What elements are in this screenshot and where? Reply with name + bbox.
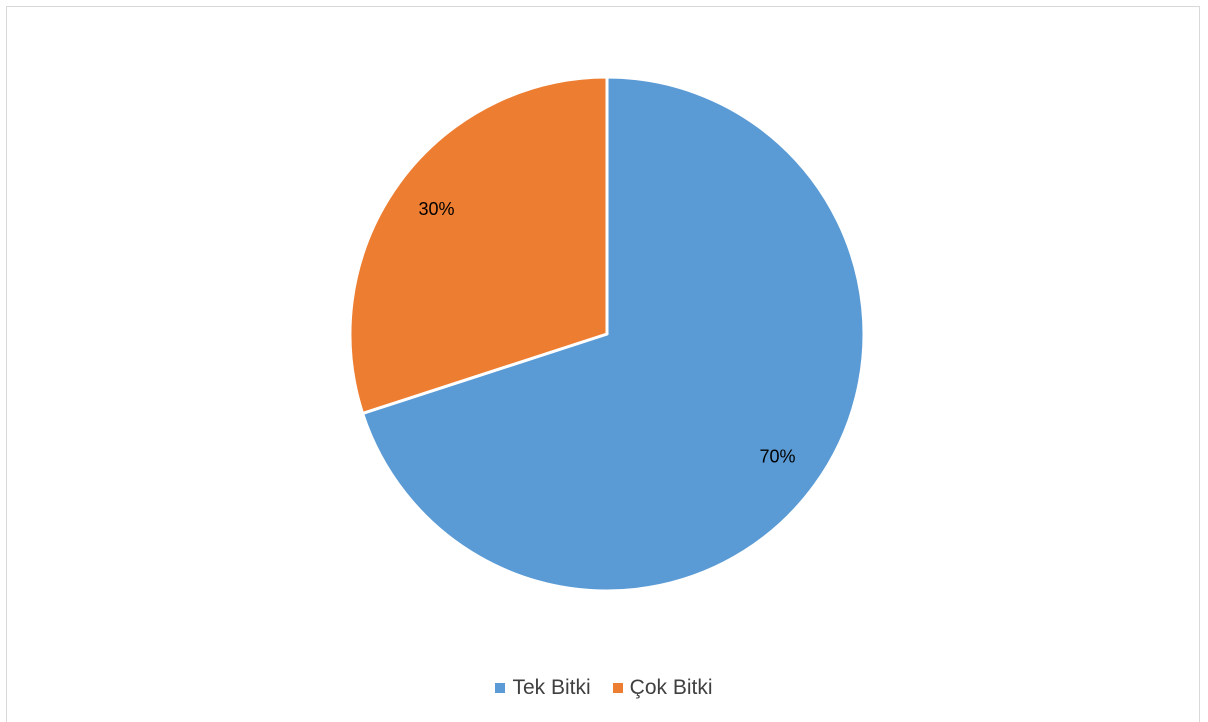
legend: Tek Bitki Çok Bitki (0, 676, 1208, 700)
legend-label-tek-bitki: Tek Bitki (512, 676, 591, 699)
chart-area (6, 6, 1200, 722)
pie-data-labels: 70% 30% (418, 199, 795, 467)
legend-swatch-cok-bitki (612, 683, 623, 693)
legend-label-cok-bitki: Çok Bitki (629, 676, 713, 699)
legend-swatch-tek-bitki (495, 683, 506, 693)
pie-slice-tek-bitki (361, 75, 866, 593)
legend-entry-cok-bitki: Çok Bitki (612, 676, 713, 700)
pie-slices (348, 75, 866, 593)
pie-slice-cok-bitki (348, 75, 609, 415)
data-label-cok-bitki: 30% (418, 199, 454, 219)
data-label-tek-bitki: 70% (759, 447, 795, 467)
legend-entry-tek-bitki: Tek Bitki (495, 676, 591, 700)
